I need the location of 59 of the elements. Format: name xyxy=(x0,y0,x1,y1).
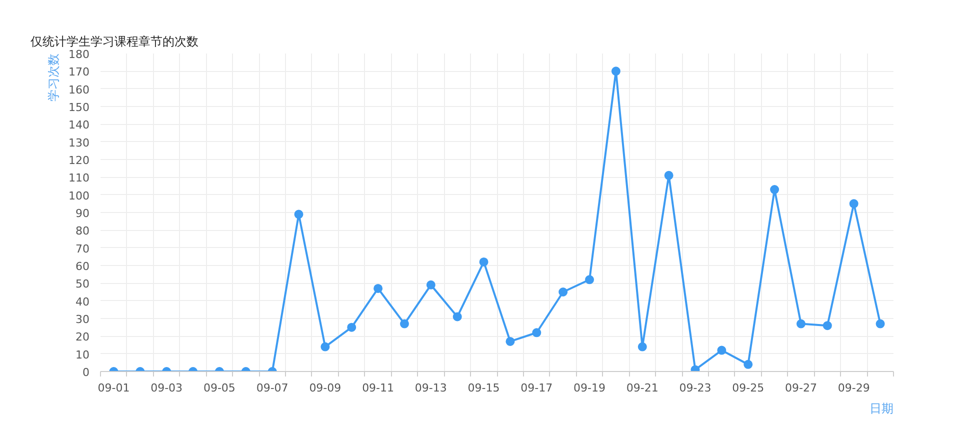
point xyxy=(426,280,436,290)
point xyxy=(374,284,383,293)
x-tick-label: 09-13 xyxy=(414,382,447,394)
point xyxy=(744,360,753,369)
point xyxy=(796,319,806,328)
y-tick-label: 140 xyxy=(68,118,90,132)
point xyxy=(770,185,780,194)
chart-title: 仅统计学生学习课程章节的次数 xyxy=(30,34,198,48)
point xyxy=(638,342,647,352)
y-tick-label: 60 xyxy=(76,260,90,273)
y-tick-label: 40 xyxy=(76,295,90,308)
y-axis-title: 学习次数 xyxy=(46,54,60,102)
y-tick-label: 50 xyxy=(76,278,90,291)
y-tick-label: 150 xyxy=(68,101,90,114)
point xyxy=(294,210,304,219)
y-tick-label: 90 xyxy=(76,207,90,220)
point xyxy=(822,321,832,330)
y-tick-label: 70 xyxy=(76,242,90,256)
point xyxy=(611,66,620,76)
x-tick-label: 09-11 xyxy=(362,382,394,394)
y-tick-label: 100 xyxy=(68,189,90,202)
x-tick-label: 09-05 xyxy=(203,382,236,394)
x-tick-label: 09-27 xyxy=(785,382,817,394)
point xyxy=(452,312,462,322)
point xyxy=(400,319,409,328)
point xyxy=(479,257,488,266)
point xyxy=(717,346,726,355)
x-axis-title: 日期 xyxy=(870,402,894,416)
y-tick-label: 20 xyxy=(76,330,90,344)
x-tick-label: 09-09 xyxy=(309,382,342,394)
y-tick-label: 130 xyxy=(68,136,90,150)
point xyxy=(876,319,885,328)
y-tick-label: 10 xyxy=(76,348,90,362)
point xyxy=(506,336,515,346)
point xyxy=(849,199,858,208)
x-tick-label: 09-19 xyxy=(574,382,606,394)
y-tick-label: 30 xyxy=(76,313,90,326)
x-tick-label: 09-25 xyxy=(732,382,764,394)
x-tick-label: 09-17 xyxy=(520,382,553,394)
x-tick-label: 09-03 xyxy=(150,382,183,394)
y-tick-label: 80 xyxy=(76,224,90,238)
x-tick-label: 09-23 xyxy=(679,382,712,394)
x-tick-label: 09-07 xyxy=(256,382,288,394)
x-tick-label: 09-21 xyxy=(626,382,658,394)
y-tick-label: 120 xyxy=(68,154,90,167)
point xyxy=(532,328,542,338)
point xyxy=(664,170,674,180)
point xyxy=(585,275,594,284)
x-tick-label: 09-01 xyxy=(98,382,130,394)
point xyxy=(347,322,356,332)
y-tick-label: 180 xyxy=(68,48,90,61)
x-tick-label: 09-29 xyxy=(838,382,870,394)
point xyxy=(558,288,568,296)
y-tick-label: 170 xyxy=(68,66,90,79)
y-tick-label: 0 xyxy=(82,366,90,379)
point xyxy=(320,342,330,352)
y-tick-label: 160 xyxy=(68,83,90,96)
x-tick-label: 09-15 xyxy=(468,382,500,394)
y-tick-label: 110 xyxy=(68,172,90,185)
